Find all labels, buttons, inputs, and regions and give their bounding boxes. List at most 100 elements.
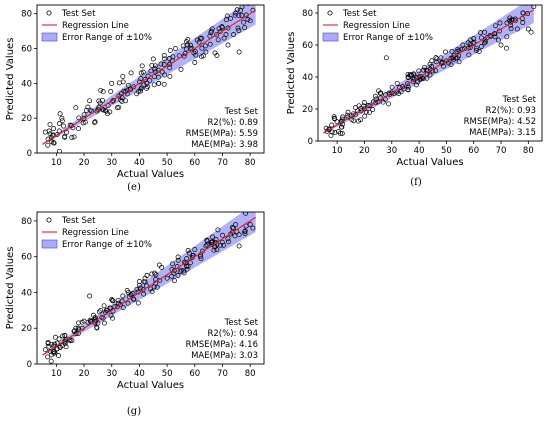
data-point: [100, 97, 105, 103]
data-point: [148, 68, 154, 74]
data-point: [167, 61, 173, 67]
data-point: [250, 225, 256, 231]
y-tick-label: 40: [21, 79, 32, 89]
x-tick-label: 70: [217, 369, 228, 379]
data-point: [85, 104, 91, 110]
legend-band-swatch: [41, 239, 58, 249]
data-point: [351, 118, 357, 124]
data-point: [135, 300, 141, 306]
data-point: [107, 305, 113, 311]
data-point: [476, 48, 482, 54]
stats-line: MAE(MPa): 3.03: [191, 351, 258, 361]
data-point: [200, 53, 206, 59]
data-point: [50, 349, 56, 354]
data-point: [156, 80, 162, 86]
data-point: [45, 340, 51, 346]
y-tick-label: 60: [21, 253, 32, 263]
data-point: [514, 26, 520, 32]
data-point: [213, 237, 219, 242]
data-point: [465, 40, 471, 46]
data-point: [69, 134, 75, 140]
data-point: [411, 72, 417, 78]
data-point: [220, 25, 225, 31]
x-tick-label: 20: [79, 158, 90, 168]
data-point: [345, 109, 351, 115]
x-tick-label: 40: [414, 146, 425, 156]
data-point: [144, 273, 150, 278]
data-point: [398, 89, 404, 95]
y-tick-label: 20: [21, 324, 32, 334]
data-point: [192, 49, 198, 54]
data-point: [151, 82, 157, 88]
data-point: [221, 35, 227, 41]
data-point: [198, 256, 204, 262]
regression-line: [42, 9, 256, 145]
data-point: [339, 116, 345, 122]
data-point: [50, 132, 56, 138]
data-point: [471, 36, 477, 42]
data-point: [128, 292, 134, 298]
data-point: [124, 91, 130, 97]
data-point: [71, 134, 77, 140]
data-point: [235, 25, 241, 31]
legend-band-swatch: [41, 32, 58, 42]
data-point: [115, 297, 121, 303]
data-point: [62, 133, 68, 139]
data-point: [162, 56, 167, 62]
data-point: [473, 47, 479, 53]
data-point: [156, 262, 162, 268]
data-point: [118, 302, 124, 308]
data-point: [405, 84, 411, 90]
data-point: [152, 66, 158, 72]
x-tick-label: 50: [162, 158, 173, 168]
data-point: [60, 333, 66, 339]
data-point: [161, 53, 167, 58]
data-point: [150, 56, 156, 62]
data-point: [220, 232, 225, 238]
legend-label: Regression Line: [343, 21, 410, 31]
data-point: [57, 111, 63, 117]
y-tick-label: 0: [27, 360, 32, 370]
data-point: [62, 341, 68, 347]
data-point: [487, 32, 493, 38]
data-point: [512, 18, 518, 24]
data-point: [142, 77, 148, 83]
data-point: [187, 260, 193, 266]
data-point: [498, 42, 504, 48]
data-point: [164, 275, 170, 281]
data-point: [99, 314, 105, 320]
data-point: [120, 293, 126, 299]
x-tick-label: 60: [468, 146, 479, 156]
data-point: [192, 247, 198, 253]
data-point: [141, 82, 147, 88]
data-point: [178, 267, 184, 273]
data-point: [116, 104, 122, 110]
data-point: [416, 68, 422, 74]
data-point: [80, 120, 86, 126]
data-point: [109, 80, 115, 86]
data-point: [96, 98, 102, 104]
data-point: [76, 115, 82, 121]
data-point: [148, 286, 153, 292]
data-point: [233, 222, 239, 228]
data-point: [95, 320, 101, 326]
data-point: [323, 125, 329, 131]
data-point: [184, 46, 189, 52]
data-point: [358, 108, 364, 114]
data-point: [152, 270, 158, 276]
data-point: [212, 50, 218, 56]
legend-label: Error Range of ±10%: [62, 33, 152, 43]
data-point: [52, 341, 57, 347]
data-point: [186, 250, 192, 256]
data-point: [59, 115, 65, 121]
data-point: [171, 278, 177, 284]
x-tick-label: 30: [106, 158, 117, 168]
data-point: [483, 39, 488, 45]
data-point: [154, 284, 160, 290]
data-point: [100, 89, 106, 95]
data-point: [427, 72, 433, 78]
data-point: [337, 130, 343, 136]
data-point: [454, 48, 460, 54]
data-point: [87, 98, 93, 104]
data-point: [123, 88, 129, 94]
